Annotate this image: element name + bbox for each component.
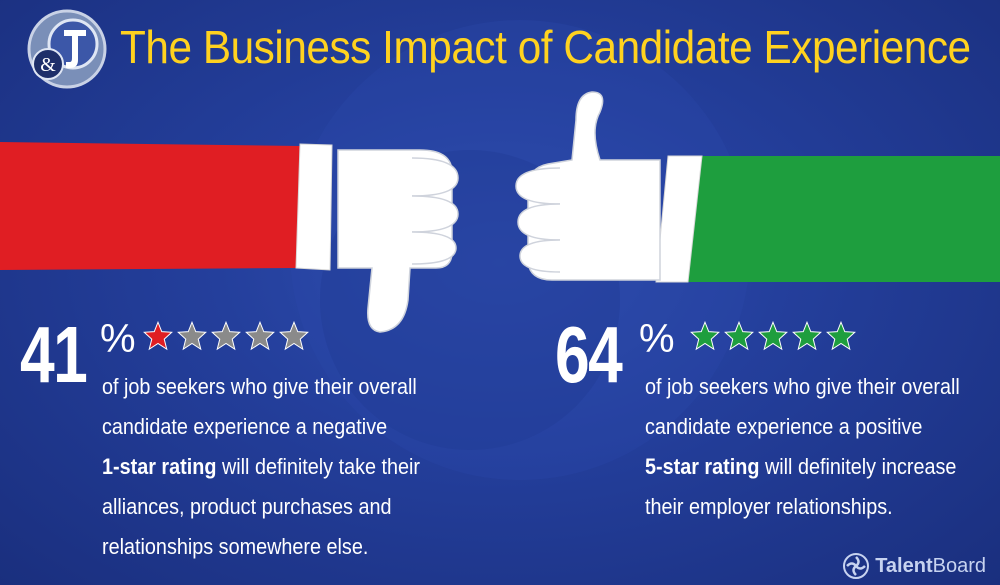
positive-stat-value: 64 xyxy=(555,310,623,399)
star-icon-empty xyxy=(245,321,275,351)
brand-name-bold: Talent xyxy=(875,554,933,577)
thumbs-down-icon xyxy=(337,149,459,333)
negative-stat-description: of job seekers who give their overall ca… xyxy=(102,367,420,567)
thumbs-up-icon xyxy=(515,91,661,281)
rating-emphasis: 5-star rating xyxy=(645,454,760,479)
brand-name: TalentBoard xyxy=(875,555,986,578)
negative-star-rating xyxy=(143,321,309,351)
green-sleeve xyxy=(686,156,1000,282)
page-title: The Business Impact of Candidate Experie… xyxy=(120,21,971,73)
star-icon-filled-green xyxy=(724,321,754,351)
left-cuff xyxy=(295,143,333,271)
logo-ampersand: & xyxy=(40,54,56,76)
star-icon-filled-green xyxy=(792,321,822,351)
star-icon-filled-green xyxy=(826,321,856,351)
negative-stat-percent: % xyxy=(100,317,136,361)
talent-board-brand: TalentBoard xyxy=(843,553,986,579)
star-icon-empty xyxy=(279,321,309,351)
negative-stat-value: 41 xyxy=(20,310,88,399)
star-icon-empty xyxy=(211,321,241,351)
red-sleeve xyxy=(0,142,300,270)
description-line: candidate experience a positive xyxy=(645,414,923,439)
description-text: will definitely increase xyxy=(759,454,957,479)
description-line: relationships somewhere else. xyxy=(102,534,369,559)
positive-stat-percent: % xyxy=(639,317,675,361)
description-line: 1-star rating will definitely take their xyxy=(102,447,420,487)
company-logo: & xyxy=(27,9,107,89)
talent-board-logo-icon xyxy=(843,553,870,579)
star-icon-filled-green xyxy=(758,321,788,351)
positive-stat-description: of job seekers who give their overall ca… xyxy=(645,367,960,527)
description-line: candidate experience a negative xyxy=(102,414,388,439)
description-line: 5-star rating will definitely increase xyxy=(645,447,960,487)
description-line: of job seekers who give their overall xyxy=(645,374,960,399)
star-icon-empty xyxy=(177,321,207,351)
background-swirl xyxy=(290,20,750,480)
positive-star-rating xyxy=(690,321,856,351)
description-line: of job seekers who give their overall xyxy=(102,374,417,399)
description-line: their employer relationships. xyxy=(645,494,893,519)
star-icon-filled-red xyxy=(143,321,173,351)
brand-name-suffix: Board xyxy=(932,554,986,577)
description-line: alliances, product purchases and xyxy=(102,494,392,519)
star-icon-filled-green xyxy=(690,321,720,351)
rating-emphasis: 1-star rating xyxy=(102,454,217,479)
description-text: will definitely take their xyxy=(216,454,421,479)
